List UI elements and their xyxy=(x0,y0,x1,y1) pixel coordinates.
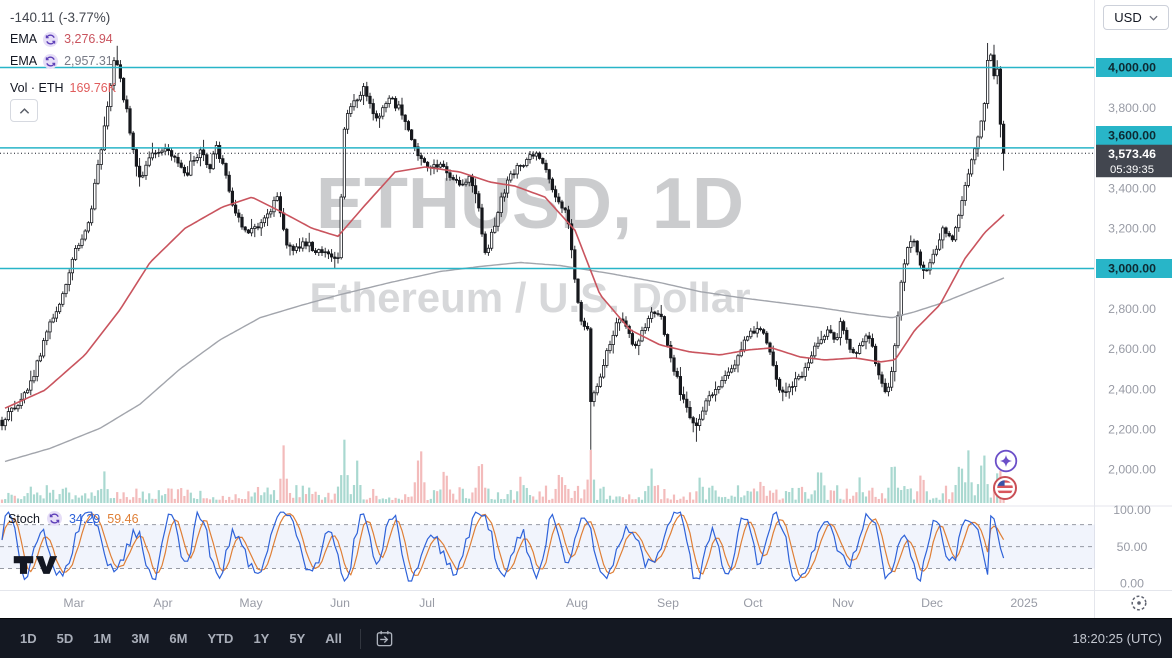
stoch-d-line[interactable] xyxy=(1,512,1005,579)
refresh-icon[interactable] xyxy=(43,31,59,47)
refresh-icon[interactable] xyxy=(46,511,62,526)
price-axis-label[interactable]: 2,600.00 xyxy=(1108,342,1156,356)
us-flag-event-icon[interactable] xyxy=(993,476,1017,500)
ema-fast-line[interactable] xyxy=(4,166,1005,409)
time-axis-label[interactable]: May xyxy=(239,596,263,610)
price-axis-label[interactable]: 2,200.00 xyxy=(1108,423,1156,437)
highlighted-price-label[interactable] xyxy=(1096,259,1172,278)
price-axis-label[interactable]: 3,400.00 xyxy=(1108,181,1156,195)
watermark-description: Ethereum / U.S. Dollar xyxy=(309,274,750,321)
bottom-toolbar: 1D 5D 1M 3M 6M YTD 1Y 5Y All 18:20:25 (U… xyxy=(0,618,1172,658)
time-axis-label[interactable]: Sep xyxy=(657,596,679,610)
time-axis-label[interactable]: 2025 xyxy=(1010,596,1038,610)
highlighted-price-label[interactable] xyxy=(1096,58,1172,77)
ema-fast-value: 3,276.94 xyxy=(64,32,113,46)
ema-fast-label: EMA xyxy=(10,32,38,46)
refresh-icon[interactable] xyxy=(43,53,59,69)
time-axis-label[interactable]: Oct xyxy=(743,596,763,610)
price-axis-label[interactable]: 3,800.00 xyxy=(1108,101,1156,115)
time-axis-label[interactable]: Aug xyxy=(566,596,588,610)
range-button-5d[interactable]: 5D xyxy=(56,631,74,646)
time-axis-label[interactable]: Mar xyxy=(63,596,84,610)
price-axis-label[interactable]: 3,600.00 xyxy=(1108,129,1156,143)
volume-value: 169.76K xyxy=(69,81,117,95)
toolbar-divider xyxy=(359,628,361,649)
sparkle-event-icon[interactable] xyxy=(994,449,1018,473)
ema-slow-line[interactable] xyxy=(4,261,1005,463)
chevron-up-icon xyxy=(19,107,29,114)
volume-label: Vol · ETH xyxy=(10,81,64,95)
volume-bars xyxy=(0,439,1005,503)
stoch-k-value: 34.29 xyxy=(68,511,101,526)
range-button-1m[interactable]: 1M xyxy=(93,631,112,646)
current-price-label[interactable] xyxy=(1096,144,1172,178)
range-button-6m[interactable]: 6M xyxy=(169,631,188,646)
stoch-label: Stoch xyxy=(8,511,40,526)
chevron-down-icon xyxy=(1149,15,1158,21)
time-axis-label[interactable]: Dec xyxy=(921,596,943,610)
candles xyxy=(0,42,1006,450)
ema-fast-legend-row[interactable]: EMA 3,276.94 xyxy=(10,28,116,50)
time-axis-label[interactable]: Jun xyxy=(330,596,350,610)
symbol-legend: -140.11 (-3.77%) EMA 3,276.94 EMA 2,957.… xyxy=(10,6,116,99)
time-axis-label[interactable]: Jul xyxy=(419,596,435,610)
price-axis-label[interactable]: 3,000.00 xyxy=(1108,262,1156,276)
go-to-date-button[interactable] xyxy=(369,626,400,651)
stoch-d-value: 59.46 xyxy=(107,511,139,526)
currency-selector[interactable]: USD xyxy=(1103,5,1169,30)
ema-slow-legend-row[interactable]: EMA 2,957.31 xyxy=(10,50,116,72)
tradingview-logo[interactable] xyxy=(12,554,58,581)
price-axis-label[interactable]: 3,200.00 xyxy=(1108,222,1156,236)
price-axis-label[interactable]: 100.00 xyxy=(1113,503,1151,517)
stoch-legend-row[interactable]: Stoch 34.29 59.46 xyxy=(8,511,139,526)
timezone-settings-gear-icon[interactable] xyxy=(1131,595,1147,611)
range-button-5y[interactable]: 5Y xyxy=(289,631,306,646)
volume-legend-row[interactable]: Vol · ETH 169.76K xyxy=(10,77,116,99)
time-axis-label[interactable]: Nov xyxy=(832,596,855,610)
ema-slow-label: EMA xyxy=(10,54,38,68)
ema-slow-value: 2,957.31 xyxy=(64,54,113,68)
range-button-1d[interactable]: 1D xyxy=(20,631,37,646)
range-button-ytd[interactable]: YTD xyxy=(207,631,234,646)
price-axis-label[interactable]: 2,000.00 xyxy=(1108,463,1156,477)
currency-selector-value: USD xyxy=(1114,10,1142,25)
price-axis-label[interactable]: 0.00 xyxy=(1120,576,1144,590)
watermark-symbol: ETHUSD, 1D xyxy=(316,164,744,244)
range-button-all[interactable]: All xyxy=(325,631,342,646)
price-axis-label[interactable]: 4,000.00 xyxy=(1108,61,1156,75)
price-axis-label[interactable]: 3,573.46 xyxy=(1108,147,1156,161)
collapse-legend-button[interactable] xyxy=(10,99,38,122)
range-button-3m[interactable]: 3M xyxy=(131,631,150,646)
highlighted-price-label[interactable] xyxy=(1096,126,1172,145)
price-axis-label[interactable]: 2,800.00 xyxy=(1108,302,1156,316)
price-axis-label[interactable]: 05:39:35 xyxy=(1110,164,1154,176)
time-axis-label[interactable]: Apr xyxy=(153,596,172,610)
price-axis-label[interactable]: 2,400.00 xyxy=(1108,382,1156,396)
range-button-1y[interactable]: 1Y xyxy=(253,631,270,646)
price-chart-canvas[interactable]: ETHUSD, 1D Ethereum / U.S. Dollar 3,800.00… xyxy=(0,0,1172,618)
price-axis-label[interactable]: 50.00 xyxy=(1117,540,1148,554)
calendar-icon xyxy=(376,630,393,647)
stoch-k-line[interactable] xyxy=(1,510,1005,583)
price-change-readout: -140.11 (-3.77%) xyxy=(10,9,111,25)
utc-clock: 18:20:25 (UTC) xyxy=(1072,631,1162,646)
